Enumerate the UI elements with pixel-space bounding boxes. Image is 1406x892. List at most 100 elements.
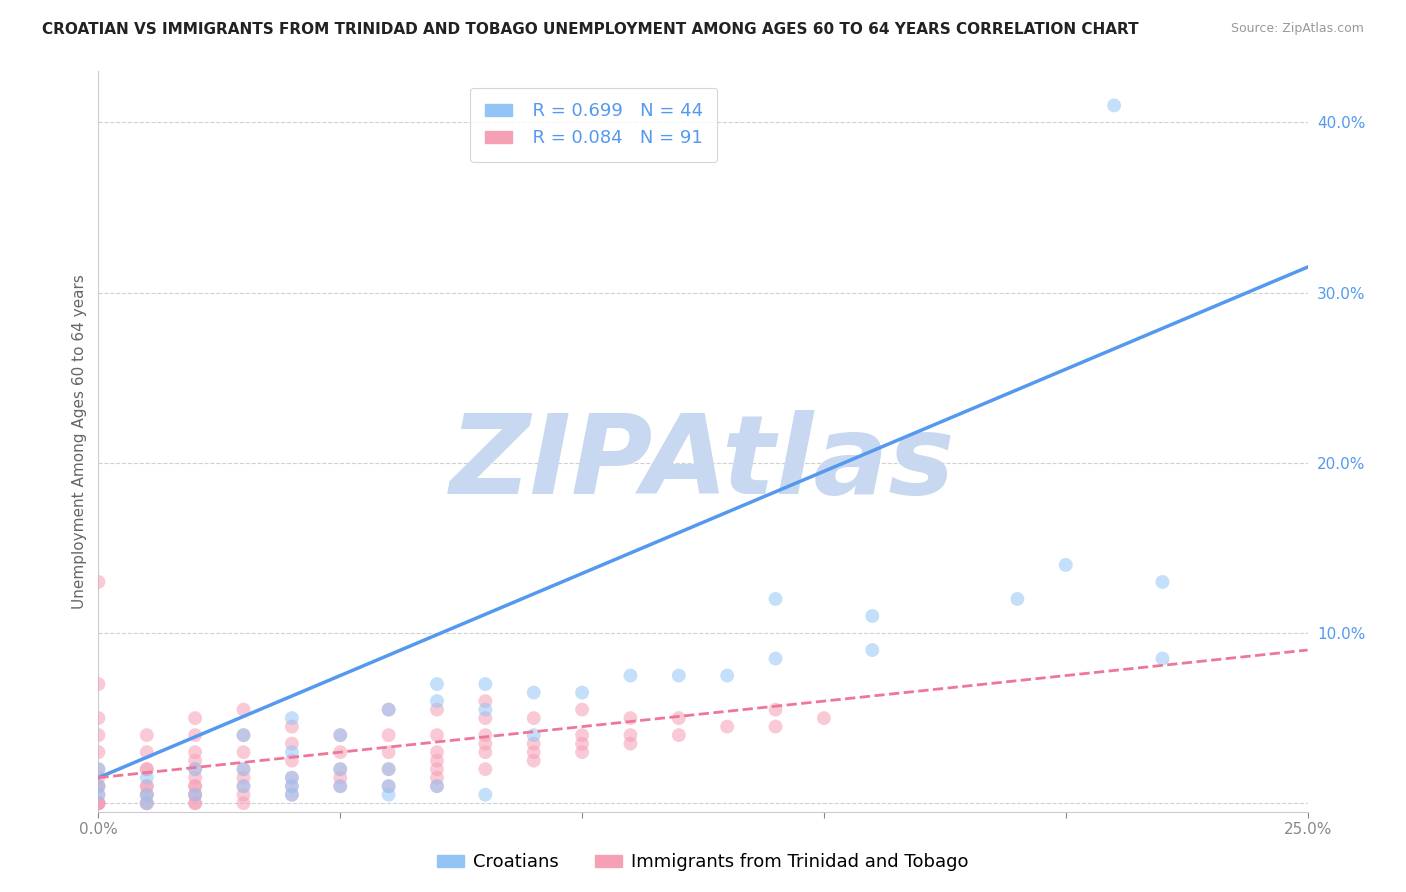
Point bbox=[377, 779, 399, 793]
Point bbox=[1152, 574, 1174, 589]
Point bbox=[87, 711, 110, 725]
Point bbox=[474, 728, 496, 742]
Point bbox=[426, 754, 449, 768]
Point bbox=[329, 745, 352, 759]
Point bbox=[329, 728, 352, 742]
Point bbox=[135, 788, 157, 802]
Point bbox=[668, 728, 690, 742]
Point bbox=[281, 771, 304, 785]
Point bbox=[232, 779, 254, 793]
Point bbox=[668, 668, 690, 682]
Point bbox=[184, 779, 207, 793]
Point bbox=[281, 788, 304, 802]
Point bbox=[87, 779, 110, 793]
Point bbox=[135, 771, 157, 785]
Point bbox=[135, 796, 157, 810]
Point bbox=[523, 754, 546, 768]
Point bbox=[281, 779, 304, 793]
Point bbox=[474, 745, 496, 759]
Point bbox=[135, 796, 157, 810]
Point bbox=[135, 779, 157, 793]
Point bbox=[87, 771, 110, 785]
Point bbox=[232, 796, 254, 810]
Point bbox=[184, 779, 207, 793]
Point bbox=[184, 762, 207, 776]
Point bbox=[1152, 651, 1174, 665]
Point bbox=[813, 711, 835, 725]
Point bbox=[184, 728, 207, 742]
Point bbox=[377, 728, 399, 742]
Point bbox=[87, 796, 110, 810]
Point bbox=[329, 728, 352, 742]
Point bbox=[571, 685, 593, 699]
Point bbox=[87, 779, 110, 793]
Text: Source: ZipAtlas.com: Source: ZipAtlas.com bbox=[1230, 22, 1364, 36]
Point bbox=[184, 771, 207, 785]
Point bbox=[377, 762, 399, 776]
Point bbox=[426, 728, 449, 742]
Point bbox=[716, 720, 738, 734]
Point bbox=[426, 762, 449, 776]
Point bbox=[232, 762, 254, 776]
Point bbox=[281, 720, 304, 734]
Point bbox=[184, 788, 207, 802]
Point bbox=[474, 788, 496, 802]
Point bbox=[329, 762, 352, 776]
Text: ZIPAtlas: ZIPAtlas bbox=[450, 410, 956, 517]
Legend: Croatians, Immigrants from Trinidad and Tobago: Croatians, Immigrants from Trinidad and … bbox=[430, 847, 976, 879]
Point bbox=[87, 574, 110, 589]
Point bbox=[87, 762, 110, 776]
Point bbox=[135, 788, 157, 802]
Point bbox=[571, 728, 593, 742]
Point bbox=[184, 745, 207, 759]
Point bbox=[377, 745, 399, 759]
Point bbox=[281, 779, 304, 793]
Point bbox=[184, 788, 207, 802]
Point bbox=[232, 771, 254, 785]
Point bbox=[87, 796, 110, 810]
Point bbox=[523, 711, 546, 725]
Point bbox=[135, 779, 157, 793]
Point bbox=[426, 694, 449, 708]
Point bbox=[426, 745, 449, 759]
Point bbox=[184, 754, 207, 768]
Point bbox=[329, 779, 352, 793]
Point bbox=[426, 703, 449, 717]
Point bbox=[232, 728, 254, 742]
Point bbox=[765, 651, 787, 665]
Point bbox=[474, 711, 496, 725]
Point bbox=[184, 711, 207, 725]
Point bbox=[1054, 558, 1077, 572]
Point bbox=[87, 796, 110, 810]
Point bbox=[474, 694, 496, 708]
Point bbox=[377, 703, 399, 717]
Point bbox=[135, 745, 157, 759]
Point bbox=[619, 668, 641, 682]
Point bbox=[135, 762, 157, 776]
Point bbox=[571, 703, 593, 717]
Point bbox=[668, 711, 690, 725]
Point bbox=[87, 677, 110, 691]
Point bbox=[184, 762, 207, 776]
Point bbox=[232, 728, 254, 742]
Point bbox=[329, 779, 352, 793]
Point bbox=[523, 728, 546, 742]
Point bbox=[619, 711, 641, 725]
Point bbox=[474, 677, 496, 691]
Point bbox=[765, 591, 787, 606]
Point bbox=[87, 728, 110, 742]
Point bbox=[281, 754, 304, 768]
Point bbox=[474, 703, 496, 717]
Point bbox=[281, 737, 304, 751]
Point bbox=[87, 745, 110, 759]
Point bbox=[377, 703, 399, 717]
Point bbox=[523, 737, 546, 751]
Point bbox=[232, 788, 254, 802]
Y-axis label: Unemployment Among Ages 60 to 64 years: Unemployment Among Ages 60 to 64 years bbox=[72, 274, 87, 609]
Point bbox=[184, 796, 207, 810]
Point bbox=[860, 643, 883, 657]
Point bbox=[619, 728, 641, 742]
Point bbox=[474, 762, 496, 776]
Point bbox=[87, 796, 110, 810]
Point bbox=[765, 703, 787, 717]
